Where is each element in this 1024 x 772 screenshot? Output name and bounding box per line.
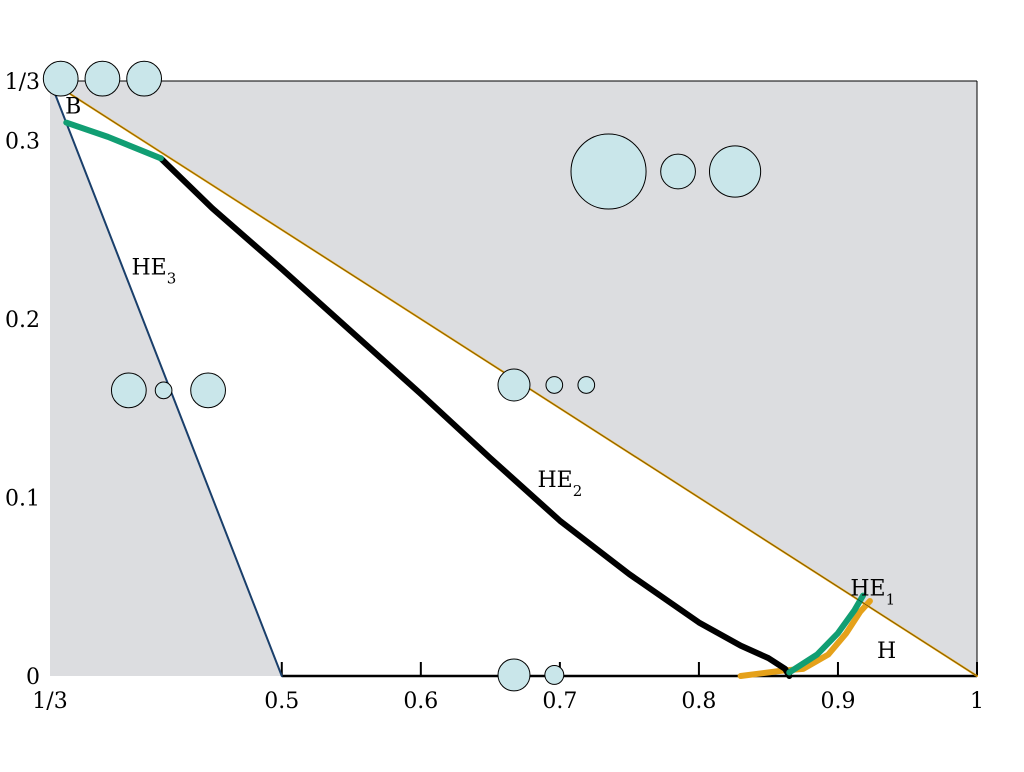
sphere-circle xyxy=(497,368,531,402)
glyph-middle xyxy=(497,368,596,402)
glyph-top-left xyxy=(42,60,163,97)
x-tick-label: 0.5 xyxy=(264,689,299,714)
series-bifurcation-green xyxy=(63,119,164,162)
x-tick-label: 1 xyxy=(970,689,984,714)
sphere-circle xyxy=(544,664,565,685)
glyph-top-right xyxy=(570,133,762,210)
x-tick-label: 0.9 xyxy=(820,689,855,714)
sphere-circle xyxy=(708,145,762,198)
x-tick-label: 0.6 xyxy=(403,689,438,714)
sphere-circle xyxy=(545,376,564,394)
region-label-h: H xyxy=(877,639,896,664)
series-he3-boundary xyxy=(49,80,283,677)
sphere-circle xyxy=(42,60,79,97)
sphere-circle xyxy=(660,153,696,190)
sphere-circle xyxy=(84,60,121,97)
region-label-b: B xyxy=(65,95,81,120)
x-tick-label: 1/3 xyxy=(32,689,67,714)
sphere-circle xyxy=(190,372,226,409)
series-h-orange xyxy=(737,598,873,679)
sphere-circle xyxy=(497,658,531,692)
y-tick-label: 0 xyxy=(26,665,40,690)
series-he1-green xyxy=(786,592,866,676)
x-tick-label: 0.7 xyxy=(542,689,577,714)
axes-layer: 1/3 0.5 0.6 0.7 0.8 0.9 1 0 0.1 0.2 0.3 1/3 xyxy=(5,70,984,714)
series-he2-curve xyxy=(157,155,793,679)
sphere-circle xyxy=(577,376,596,394)
y-tick-label: 1/3 xyxy=(5,70,40,95)
glyph-left xyxy=(110,372,226,409)
sphere-circle xyxy=(154,381,173,400)
y-tick-label: 0.3 xyxy=(5,129,40,154)
y-tick-label: 0.2 xyxy=(5,308,40,333)
x-tick-label: 0.8 xyxy=(681,689,716,714)
sphere-circle xyxy=(570,133,647,210)
glyph-bottom xyxy=(497,658,565,692)
sphere-circle xyxy=(126,60,163,97)
sphere-circle xyxy=(110,372,147,409)
sphere-glyph-layer xyxy=(42,60,762,692)
y-tick-label: 0.1 xyxy=(5,486,40,511)
